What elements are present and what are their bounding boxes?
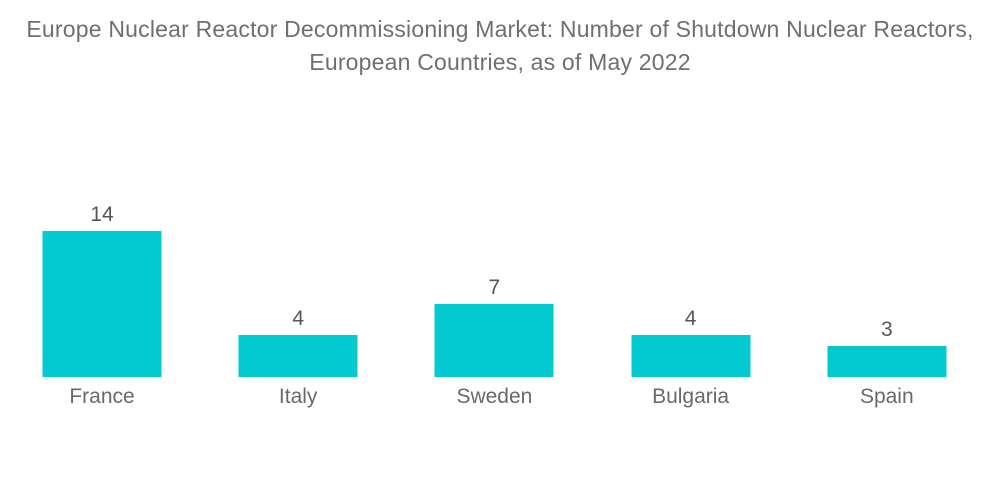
bar-value-label: 14 [90,203,114,226]
chart-title-line-1: Europe Nuclear Reactor Decommissioning M… [26,16,974,42]
bar-value-label: 4 [292,307,305,330]
bar [827,346,947,377]
bar-value-label: 4 [684,307,697,330]
chart-title: Europe Nuclear Reactor Decommissioning M… [0,13,1000,79]
category-label: France [69,385,135,408]
bar [631,335,751,377]
chart-title-line-2: European Countries, as of May 2022 [309,49,691,75]
bar-group-sweden: 7 Sweden [396,0,592,504]
category-label: Bulgaria [652,385,730,408]
bar [238,335,358,377]
bar [434,304,554,377]
bar-group-bulgaria: 4 Bulgaria [593,0,789,504]
bar [42,231,162,377]
category-label: Spain [859,385,914,408]
category-label: Sweden [456,385,533,408]
bar-value-label: 3 [880,318,893,341]
bar-group-spain: 3 Spain [789,0,985,504]
bar-value-label: 7 [488,276,501,299]
bar-group-italy: 4 Italy [200,0,396,504]
category-label: Italy [278,385,318,408]
bar-group-france: 14 France [4,0,200,504]
